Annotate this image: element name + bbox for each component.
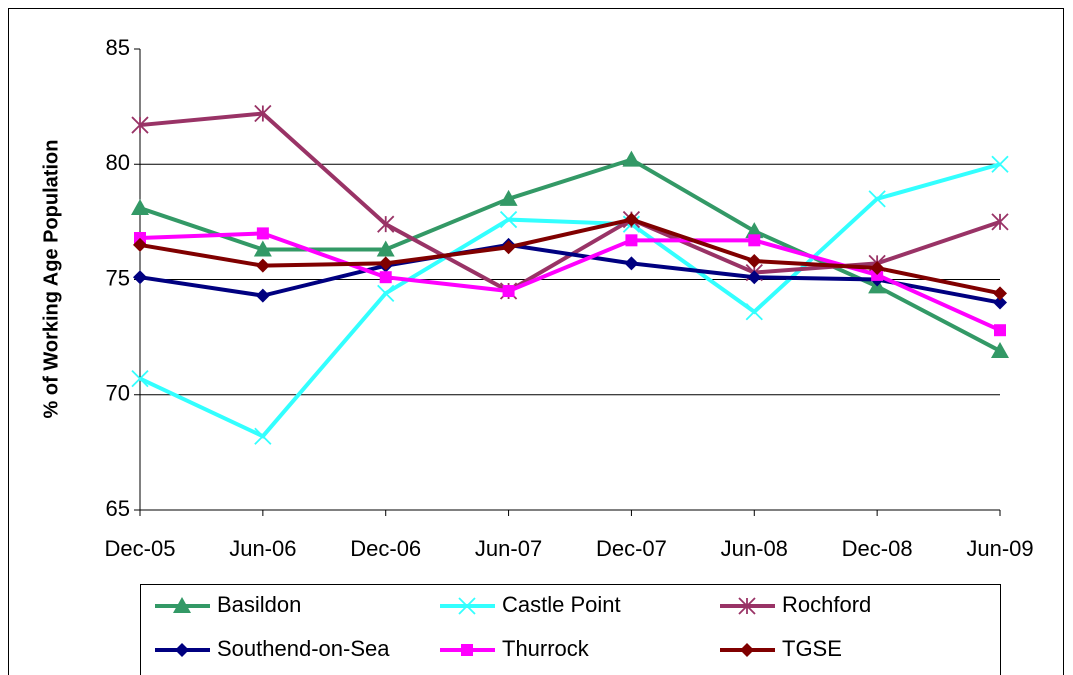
marker — [622, 150, 641, 167]
marker — [379, 271, 392, 284]
marker — [624, 212, 639, 227]
marker — [461, 644, 473, 656]
y-tick-label: 70 — [106, 381, 130, 406]
marker — [499, 189, 518, 206]
series-line — [139, 217, 1001, 296]
marker — [133, 270, 147, 285]
marker — [377, 215, 395, 233]
marker — [868, 190, 886, 208]
marker — [738, 597, 756, 615]
legend — [140, 584, 1001, 675]
marker — [458, 597, 476, 615]
legend-label: TGSE — [782, 636, 842, 661]
marker — [256, 227, 269, 240]
x-tick-label: Dec-07 — [596, 536, 667, 561]
marker — [502, 285, 515, 298]
marker — [748, 234, 761, 247]
marker — [870, 260, 885, 275]
marker — [991, 213, 1009, 231]
marker — [255, 258, 270, 273]
marker — [624, 256, 639, 271]
legend-label: Castle Point — [502, 592, 621, 617]
legend-label: Basildon — [217, 592, 301, 617]
chart-border — [8, 8, 1064, 675]
marker — [993, 295, 1007, 310]
marker — [173, 597, 191, 613]
marker — [131, 116, 149, 134]
y-tick-label: 85 — [106, 35, 130, 60]
y-axis-label: % of Working Age Population — [40, 140, 62, 419]
x-tick-label: Jun-09 — [966, 536, 1033, 561]
marker — [501, 240, 516, 255]
y-tick-label: 75 — [106, 265, 130, 290]
x-tick-label: Dec-05 — [105, 536, 176, 561]
marker — [991, 341, 1009, 358]
marker — [625, 234, 638, 247]
x-tick-label: Jun-07 — [475, 536, 542, 561]
marker — [994, 324, 1006, 337]
series-line — [139, 231, 1001, 333]
marker — [993, 286, 1007, 301]
x-tick-label: Jun-08 — [721, 536, 788, 561]
marker — [740, 643, 754, 657]
legend-label: Rochford — [782, 592, 871, 617]
marker — [377, 284, 395, 302]
legend-label: Thurrock — [502, 636, 590, 661]
x-tick-label: Dec-08 — [842, 536, 913, 561]
series-line — [139, 242, 1001, 305]
y-tick-label: 65 — [106, 496, 130, 521]
marker — [747, 270, 762, 285]
series — [133, 212, 1007, 301]
marker — [253, 240, 272, 257]
marker — [175, 643, 189, 657]
marker — [131, 369, 149, 388]
marker — [991, 155, 1009, 173]
marker — [133, 237, 147, 252]
marker — [376, 240, 395, 257]
marker — [745, 222, 764, 239]
y-tick-label: 80 — [106, 150, 130, 175]
marker — [499, 210, 518, 229]
marker — [378, 256, 393, 271]
marker — [747, 254, 762, 269]
legend-label: Southend-on-Sea — [217, 636, 390, 661]
x-tick-label: Jun-06 — [229, 536, 296, 561]
marker — [131, 199, 149, 216]
marker — [745, 303, 763, 321]
marker — [255, 288, 270, 303]
marker — [254, 427, 272, 445]
x-tick-label: Dec-06 — [350, 536, 421, 561]
series-line — [139, 162, 1001, 439]
marker — [254, 104, 272, 123]
